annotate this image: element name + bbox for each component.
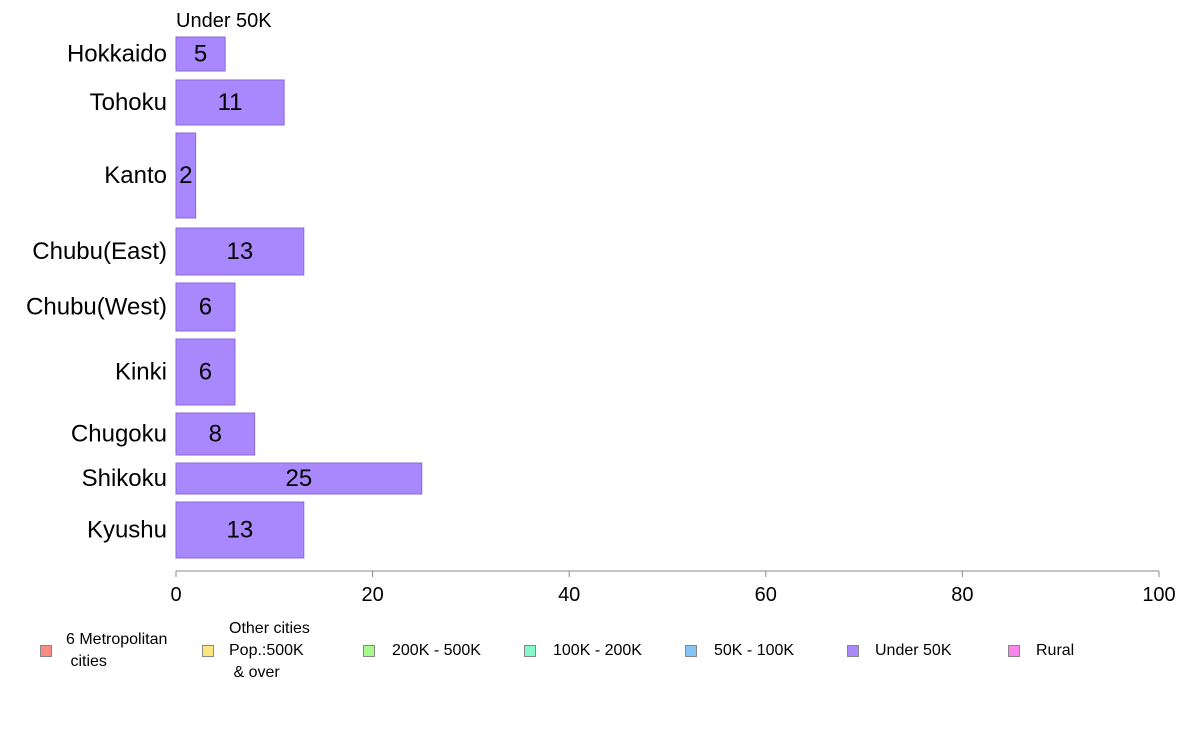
category-label: Chubu(East) [32, 238, 167, 265]
legend-label: 100K - 200K [553, 642, 642, 659]
bar-value-label: 11 [218, 89, 243, 116]
x-tick-label: 80 [951, 584, 973, 606]
legend-label: Other cities Pop.:500K & over [229, 620, 310, 681]
category-label: Hokkaido [67, 41, 167, 68]
category-label: Kanto [104, 162, 167, 189]
category-label: Chugoku [71, 421, 167, 448]
bar-chubu-west [175, 282, 236, 332]
bar-chart: Under 50K 5 Hokkaido 11 Tohoku 2 Kanto 13 Chubu… [26, 10, 1176, 606]
legend-swatch [524, 645, 536, 657]
x-tick-label: 100 [1142, 584, 1175, 606]
x-tick-label: 20 [361, 584, 383, 606]
bar-hokkaido [175, 36, 226, 72]
bar-kinki [175, 338, 236, 406]
legend-swatch [363, 645, 375, 657]
bar-value-label: 2 [179, 162, 192, 189]
legend-label: Under 50K [875, 642, 952, 659]
legend-label: 50K - 100K [714, 642, 795, 659]
legend-label: 6 Metropolitan cities [66, 631, 168, 670]
x-tick-label: 60 [755, 584, 777, 606]
bar-shikoku [175, 462, 423, 495]
x-axis: 0 20 40 60 80 100 [170, 570, 1176, 606]
legend-swatch [847, 645, 859, 657]
legend-label: Rural [1036, 642, 1075, 659]
category-label: Chubu(West) [26, 294, 167, 321]
bar-value-label: 13 [227, 517, 254, 544]
legend-swatch [1008, 645, 1020, 657]
legend: 6 Metropolitan cities Other cities Pop.:5… [0, 618, 1188, 688]
category-label: Kinki [115, 359, 167, 386]
bar-kyushu [175, 501, 305, 559]
x-tick-label: 0 [170, 584, 181, 606]
bar-value-label: 6 [199, 294, 212, 321]
bars-layer: 5 Hokkaido 11 Tohoku 2 Kanto 13 Chubu(East) 6 Chu… [26, 36, 423, 559]
bar-chubu-east [175, 227, 305, 276]
bar-tohoku [175, 79, 285, 126]
bar-value-label: 8 [209, 421, 222, 448]
legend-swatch [40, 645, 52, 657]
bar-kanto [175, 132, 197, 219]
x-tick-label: 40 [558, 584, 580, 606]
category-label: Kyushu [87, 517, 167, 544]
bar-value-label: 5 [194, 41, 207, 68]
legend-swatch [202, 645, 214, 657]
bar-value-label: 13 [227, 238, 254, 265]
bar-value-label: 25 [286, 465, 313, 492]
legend-label: 200K - 500K [392, 642, 481, 659]
bar-value-label: 6 [199, 359, 212, 386]
bar-chugoku [175, 412, 256, 456]
legend-swatch [685, 645, 697, 657]
category-label: Shikoku [82, 465, 167, 492]
chart-title: Under 50K [176, 10, 272, 32]
category-label: Tohoku [90, 89, 167, 116]
